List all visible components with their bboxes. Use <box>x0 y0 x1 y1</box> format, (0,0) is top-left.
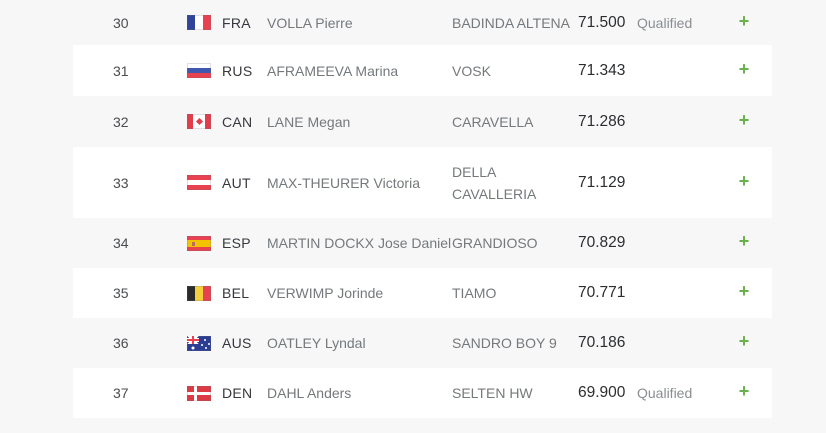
horse-name: TIAMO <box>452 285 497 301</box>
score-value: 69.900 <box>578 384 626 401</box>
country-flag-icon <box>187 175 211 190</box>
score-value: 70.186 <box>578 334 626 351</box>
country-flag-icon <box>187 285 211 301</box>
rider-name: MARTIN DOCKX Jose Daniel <box>267 235 452 251</box>
results-table: 30 FRA VOLLA Pierre BADINDA ALTENA 71.50… <box>73 0 772 418</box>
result-row: 30 FRA VOLLA Pierre BADINDA ALTENA 71.50… <box>73 0 772 45</box>
rider-name: DAHL Anders <box>267 385 352 401</box>
rank-value: 33 <box>113 174 129 191</box>
rider-name: VOLLA Pierre <box>267 14 353 31</box>
rank-value: 36 <box>113 335 129 351</box>
result-row: 31 RUS AFRAMEEVA Marina VOSK 71.343 + <box>73 45 772 96</box>
rider-name: MAX-THEURER Victoria <box>267 174 420 191</box>
country-code: BEL <box>222 285 250 301</box>
rank-value: 34 <box>113 235 129 251</box>
expand-cell: + <box>716 60 772 82</box>
result-row: 33 AUT MAX-THEURER Victoria DELLA CAVALL… <box>73 147 772 218</box>
result-row: 32 CAN LANE Megan CARAVELLA 71.286 + <box>73 96 772 147</box>
horse-name: BADINDA ALTENA <box>452 14 571 31</box>
horse-name: SELTEN HW <box>452 385 533 401</box>
rider-name: OATLEY Lyndal <box>267 335 366 351</box>
score-value: 71.129 <box>578 173 626 191</box>
horse-name: SANDRO BOY 9 <box>452 335 557 351</box>
country-code: AUT <box>222 174 251 191</box>
rider-name: VERWIMP Jorinde <box>267 285 384 301</box>
expand-cell: + <box>716 382 772 404</box>
expand-row-button[interactable]: + <box>738 381 750 401</box>
qualified-badge: Qualified <box>637 385 693 401</box>
rank-value: 32 <box>113 113 129 130</box>
horse-name: GRANDIOSO <box>452 235 538 251</box>
score-value: 70.771 <box>578 284 626 301</box>
expand-row-button[interactable]: + <box>738 109 750 130</box>
expand-row-button[interactable]: + <box>738 58 750 79</box>
horse-name: VOSK <box>452 62 491 79</box>
score-value: 71.500 <box>578 13 626 31</box>
country-code: ESP <box>222 235 251 251</box>
country-flag-icon <box>187 385 211 401</box>
country-code: RUS <box>222 62 253 79</box>
expand-row-button[interactable]: + <box>738 10 750 31</box>
expand-row-button[interactable]: + <box>738 331 750 351</box>
country-flag-icon <box>187 114 211 129</box>
score-value: 71.286 <box>578 112 626 130</box>
rider-name: LANE Megan <box>267 113 351 130</box>
expand-cell: + <box>716 172 772 194</box>
score-value: 70.829 <box>578 234 626 251</box>
expand-cell: + <box>716 332 772 354</box>
horse-name: CARAVELLA <box>452 113 534 130</box>
expand-cell: + <box>716 12 772 34</box>
expand-row-button[interactable]: + <box>738 281 750 301</box>
qualified-badge: Qualified <box>637 14 693 31</box>
expand-row-button[interactable]: + <box>738 170 750 191</box>
rank-value: 37 <box>113 385 129 401</box>
rank-value: 30 <box>113 14 129 31</box>
expand-cell: + <box>716 282 772 304</box>
rider-name: AFRAMEEVA Marina <box>267 62 399 79</box>
expand-cell: + <box>716 232 772 254</box>
expand-cell: + <box>716 111 772 133</box>
country-flag-icon <box>187 335 211 351</box>
expand-row-button[interactable]: + <box>738 231 750 251</box>
country-code: FRA <box>222 14 251 31</box>
country-code: AUS <box>222 335 252 351</box>
country-flag-icon <box>187 235 211 251</box>
result-row: 36 AUS OATLEY Lyndal SANDRO BOY 9 70.186… <box>73 318 772 368</box>
rank-value: 35 <box>113 285 129 301</box>
country-flag-icon <box>187 63 211 78</box>
country-code: DEN <box>222 385 253 401</box>
result-row: 34 ESP MARTIN DOCKX Jose Daniel GRANDIOS… <box>73 218 772 268</box>
horse-name: DELLA CAVALLERIA <box>452 163 537 202</box>
result-row: 35 BEL VERWIMP Jorinde TIAMO 70.771 + <box>73 268 772 318</box>
country-flag-icon <box>187 15 211 30</box>
result-row: 37 DEN DAHL Anders SELTEN HW 69.900 Qual… <box>73 368 772 418</box>
rank-value: 31 <box>113 62 129 79</box>
score-value: 71.343 <box>578 61 626 79</box>
country-code: CAN <box>222 113 253 130</box>
